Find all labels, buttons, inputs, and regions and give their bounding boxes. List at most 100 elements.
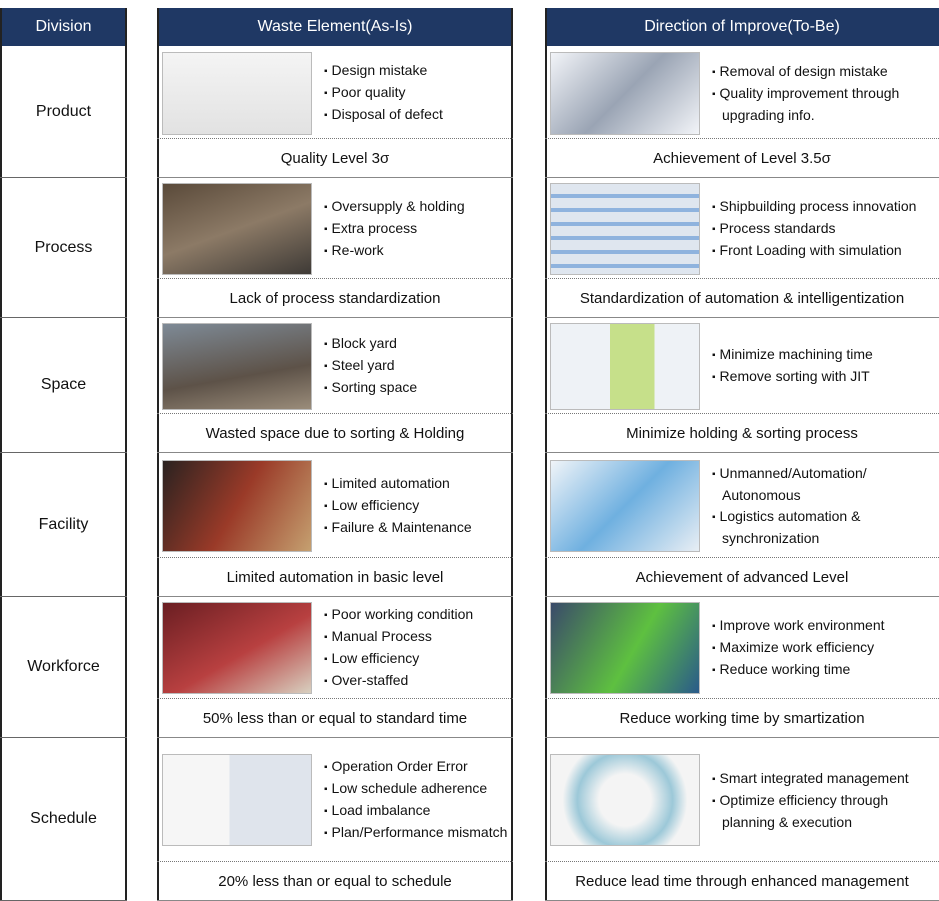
improve-summary: Reduce lead time through enhanced manage… <box>545 861 939 900</box>
table-row: ProcessOversupply & holdingExtra process… <box>0 178 939 318</box>
bullet: Unmanned/Automation/ Autonomous <box>712 463 939 506</box>
improve-summary: Achievement of Level 3.5σ <box>545 138 939 177</box>
bullet: Poor quality <box>324 82 443 104</box>
waste-content: Oversupply & holdingExtra processRe-work <box>157 178 513 279</box>
header-improve: Direction of Improve(To-Be) <box>545 8 939 46</box>
border <box>545 8 547 901</box>
waste-cell: Limited automationLow efficiencyFailure … <box>157 453 513 597</box>
bullet: Over-staffed <box>324 670 473 692</box>
bullet: Low efficiency <box>324 648 473 670</box>
bullet: Manual Process <box>324 626 473 648</box>
bullet: Oversupply & holding <box>324 196 465 218</box>
improve-bullets: Smart integrated managementOptimize effi… <box>712 768 939 833</box>
waste-content: Limited automationLow efficiencyFailure … <box>157 453 513 558</box>
improve-image <box>550 754 700 846</box>
bullet: Shipbuilding process innovation <box>712 196 917 218</box>
improve-bullets: Minimize machining timeRemove sorting wi… <box>712 344 873 388</box>
waste-summary: Quality Level 3σ <box>157 138 513 177</box>
division-cell: Schedule <box>0 738 127 901</box>
bullet: Optimize efficiency through planning & e… <box>712 790 939 833</box>
improve-bullets: Removal of design mistakeQuality improve… <box>712 61 939 126</box>
waste-image <box>162 602 312 694</box>
waste-content: Block yardSteel yardSorting space <box>157 318 513 414</box>
waste-bullets: Operation Order ErrorLow schedule adhere… <box>324 756 508 844</box>
bullet: Plan/Performance mismatch <box>324 822 508 844</box>
division-cell: Process <box>0 178 127 318</box>
header-division: Division <box>0 8 127 46</box>
border <box>157 8 159 901</box>
waste-content: Operation Order ErrorLow schedule adhere… <box>157 738 513 862</box>
improve-bullets: Shipbuilding process innovationProcess s… <box>712 196 917 262</box>
bullet: Low efficiency <box>324 495 472 517</box>
improve-content: Shipbuilding process innovationProcess s… <box>545 178 939 279</box>
bullet: Design mistake <box>324 60 443 82</box>
waste-content: Design mistakePoor qualityDisposal of de… <box>157 47 513 139</box>
improve-cell: Removal of design mistakeQuality improve… <box>545 47 939 178</box>
waste-bullets: Poor working conditionManual ProcessLow … <box>324 604 474 692</box>
improve-cell: Smart integrated managementOptimize effi… <box>545 738 939 901</box>
bullet: Logistics automation & synchronization <box>712 506 939 549</box>
waste-cell: Poor working conditionManual ProcessLow … <box>157 597 513 738</box>
waste-content: Poor working conditionManual ProcessLow … <box>157 597 513 699</box>
improve-content: Minimize machining timeRemove sorting wi… <box>545 318 939 414</box>
waste-image <box>162 51 312 135</box>
improve-image <box>550 51 700 135</box>
waste-cell: Operation Order ErrorLow schedule adhere… <box>157 738 513 901</box>
improve-image <box>550 322 700 410</box>
improve-cell: Improve work environmentMaximize work ef… <box>545 597 939 738</box>
waste-summary: 20% less than or equal to schedule <box>157 861 513 900</box>
improve-bullets: Improve work environmentMaximize work ef… <box>712 615 885 681</box>
bullet: Removal of design mistake <box>712 61 939 83</box>
bullet: Sorting space <box>324 377 418 399</box>
bullet: Re-work <box>324 240 465 262</box>
bullet: Steel yard <box>324 355 417 377</box>
border <box>125 8 127 901</box>
improve-image <box>550 182 700 275</box>
bullet: Smart integrated management <box>712 768 939 790</box>
bullet: Disposal of defect <box>324 104 443 126</box>
improve-cell: Minimize machining timeRemove sorting wi… <box>545 318 939 453</box>
division-cell: Product <box>0 47 127 178</box>
improve-image <box>550 459 700 552</box>
bullet: Limited automation <box>324 473 472 495</box>
table-row: Facility Limited automationLow efficiency… <box>0 453 939 597</box>
waste-bullets: Oversupply & holdingExtra processRe-work <box>324 196 465 262</box>
waste-image <box>162 182 312 275</box>
improve-image <box>550 602 700 694</box>
bullet: Extra process <box>324 218 465 240</box>
border <box>511 8 513 901</box>
border <box>0 8 2 901</box>
waste-cell: Design mistakePoor qualityDisposal of de… <box>157 47 513 178</box>
table-row: Schedule Operation Order ErrorLow schedul… <box>0 738 939 901</box>
bullet: Block yard <box>324 333 417 355</box>
improve-cell: Unmanned/Automation/ AutonomousLogistics… <box>545 453 939 597</box>
waste-cell: Oversupply & holdingExtra processRe-work… <box>157 178 513 318</box>
improve-content: Smart integrated managementOptimize effi… <box>545 738 939 862</box>
improve-summary: Standardization of automation & intellig… <box>545 278 939 317</box>
table-row: Product Design mistakePoor qualityDisposa… <box>0 47 939 178</box>
waste-summary: Limited automation in basic level <box>157 557 513 596</box>
waste-image <box>162 322 312 410</box>
waste-image <box>162 754 312 846</box>
bullet: Front Loading with simulation <box>712 240 916 262</box>
bullet: Process standards <box>712 218 916 240</box>
waste-bullets: Block yardSteel yardSorting space <box>324 333 418 399</box>
header-waste: Waste Element(As-Is) <box>157 8 513 46</box>
division-cell: Space <box>0 318 127 453</box>
waste-bullets: Limited automationLow efficiencyFailure … <box>324 473 472 539</box>
division-cell: Workforce <box>0 597 127 738</box>
table-row: Space Block yardSteel yardSorting space Wa… <box>0 318 939 453</box>
division-cell: Facility <box>0 453 127 597</box>
improve-summary: Minimize holding & sorting process <box>545 413 939 452</box>
improve-bullets: Unmanned/Automation/ AutonomousLogistics… <box>712 463 939 549</box>
table-row: Workforce Poor working conditionManual Pr… <box>0 597 939 738</box>
improve-content: Improve work environmentMaximize work ef… <box>545 597 939 699</box>
bullet: Failure & Maintenance <box>324 517 472 539</box>
waste-summary: 50% less than or equal to standard time <box>157 698 513 737</box>
improve-cell: Shipbuilding process innovationProcess s… <box>545 178 939 318</box>
waste-summary: Wasted space due to sorting & Holding <box>157 413 513 452</box>
bullet: Low schedule adherence <box>324 778 507 800</box>
bullet: Load imbalance <box>324 800 507 822</box>
waste-bullets: Design mistakePoor qualityDisposal of de… <box>324 60 443 126</box>
